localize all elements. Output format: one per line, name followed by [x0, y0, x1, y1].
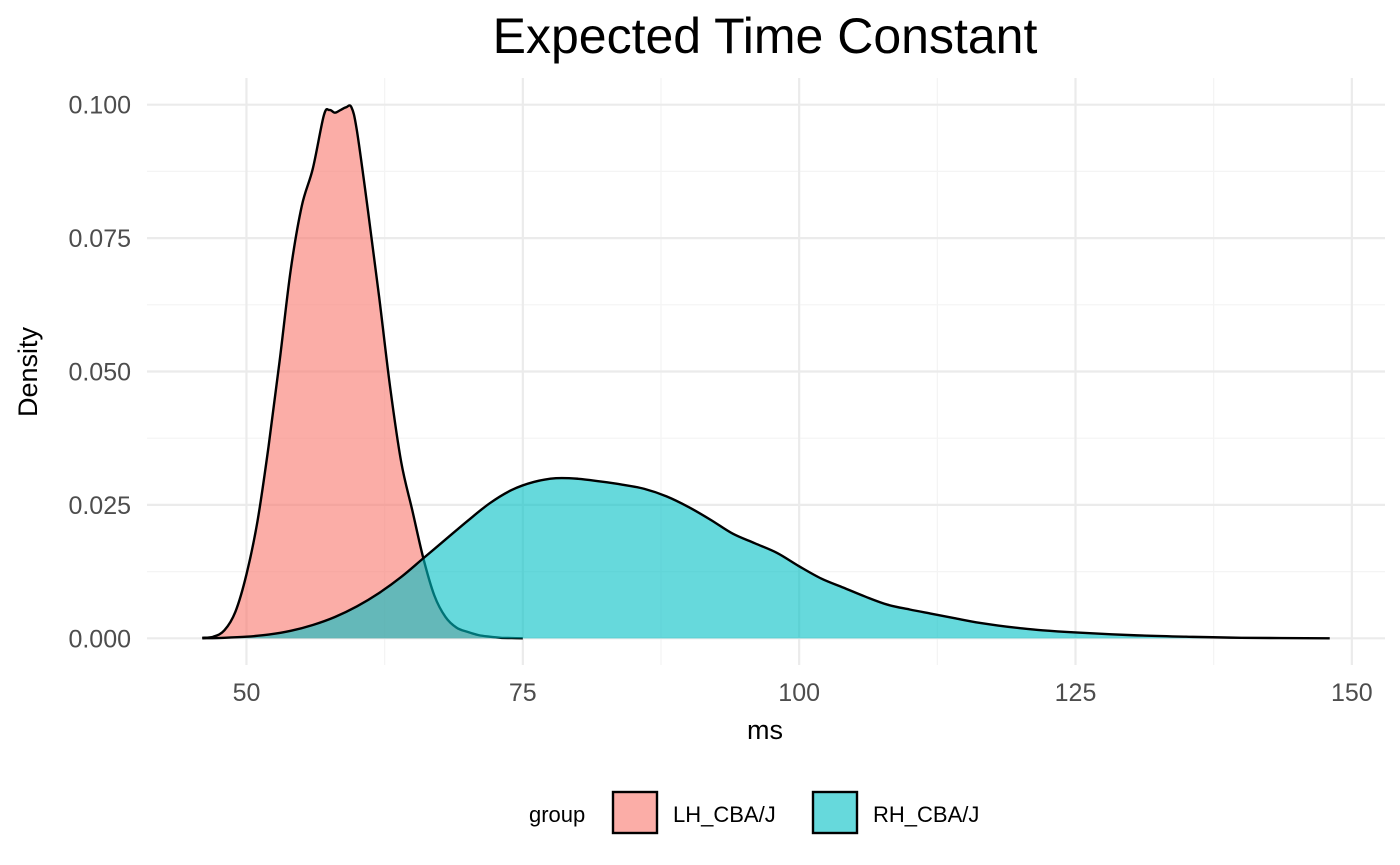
legend: group LH_CBA/J RH_CBA/J: [529, 790, 979, 835]
chart-title: Expected Time Constant: [493, 8, 1038, 64]
x-axis-tick-labels: 50 75 100 125 150: [233, 679, 1373, 707]
y-axis-title: Density: [13, 326, 43, 417]
y-axis-tick-labels: 0.000 0.025 0.050 0.075 0.100: [68, 92, 131, 654]
density-outline-rh-cba-j: [202, 476, 1330, 640]
density-area-lh-cba-j: [202, 105, 523, 639]
x-tick-label: 125: [1055, 679, 1097, 707]
x-tick-label: 75: [509, 679, 537, 707]
y-tick-label: 0.100: [68, 92, 131, 120]
legend-label-rh-cba-j: RH_CBA/J: [873, 802, 979, 827]
y-tick-label: 0.075: [68, 225, 131, 253]
density-series: [202, 104, 1330, 640]
legend-title: group: [529, 802, 585, 827]
legend-key-rh-cba-j: [811, 790, 859, 835]
legend-key-lh-cba-j: [611, 790, 659, 835]
density-area-rh-cba-j: [202, 478, 1330, 639]
y-tick-label: 0.050: [68, 359, 131, 387]
x-tick-label: 150: [1331, 679, 1373, 707]
y-tick-label: 0.000: [68, 625, 131, 653]
x-tick-label: 100: [778, 679, 820, 707]
y-tick-label: 0.025: [68, 492, 131, 520]
x-tick-label: 50: [233, 679, 261, 707]
x-axis-title: ms: [747, 715, 783, 745]
legend-label-lh-cba-j: LH_CBA/J: [673, 802, 776, 827]
